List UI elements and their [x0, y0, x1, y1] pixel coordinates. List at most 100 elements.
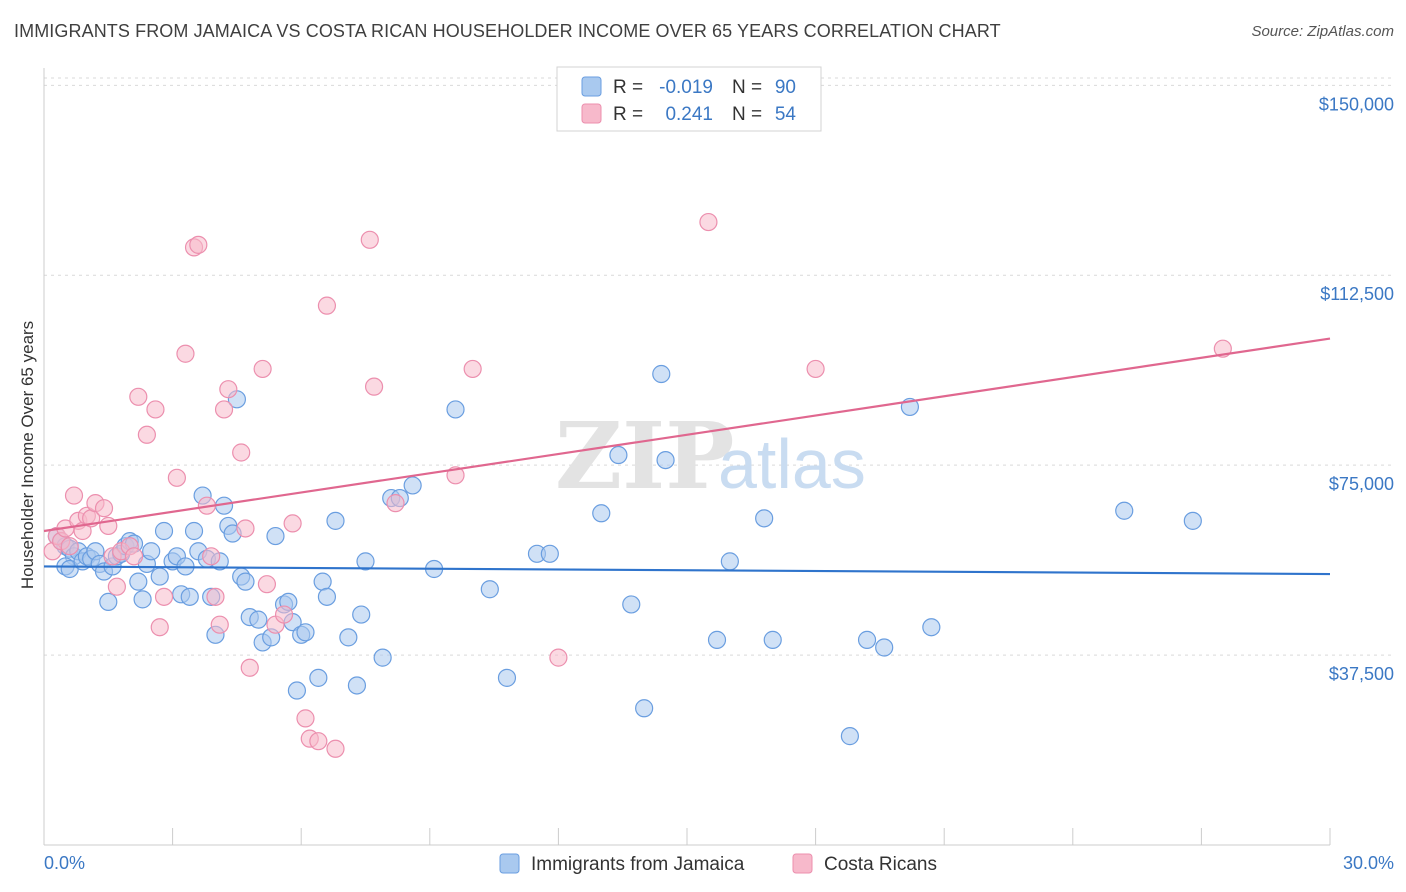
- costa-rica-point: [176, 344, 195, 363]
- legend-n-value: 90: [775, 77, 796, 98]
- jamaica-point: [296, 623, 315, 642]
- legend-n-label: N =: [732, 104, 762, 125]
- jamaica-point: [347, 676, 367, 695]
- costa-rica-point: [64, 486, 84, 505]
- legend-r-label: R =: [613, 77, 643, 98]
- y-axis-label: Householder Income Over 65 years: [18, 321, 37, 589]
- legend-r-value: 0.241: [665, 104, 713, 125]
- costa-rica-point: [124, 547, 144, 566]
- jamaica-point: [326, 511, 345, 530]
- jamaica-point: [150, 567, 169, 586]
- costa-rica-point: [60, 537, 79, 556]
- costa-rica-point: [549, 648, 568, 667]
- costa-rica-point: [386, 494, 405, 513]
- jamaica-point: [840, 727, 859, 746]
- jamaica-point: [755, 509, 774, 528]
- costa-rica-point: [317, 296, 337, 315]
- costa-rica-point: [360, 230, 379, 249]
- costa-rica-point: [240, 658, 259, 677]
- jamaica-point: [1115, 501, 1134, 520]
- legend-r-label: R =: [613, 104, 643, 125]
- jamaica-point: [317, 587, 337, 606]
- jamaica-point: [249, 610, 268, 629]
- jamaica-point: [266, 526, 285, 546]
- axis-layer: $37,500 $75,000 $112,500 $150,000: [43, 68, 1394, 846]
- costa-rica-point: [129, 387, 148, 406]
- costa-rica-point: [189, 235, 208, 254]
- jamaica-point: [875, 638, 894, 657]
- jamaica-point: [129, 572, 148, 591]
- costa-rica-point: [463, 359, 482, 379]
- costa-rica-point: [699, 212, 718, 232]
- jamaica-point: [763, 630, 782, 649]
- jamaica-trend-line: [43, 565, 1331, 576]
- jamaica-point: [99, 592, 118, 612]
- jamaica-point: [720, 552, 739, 571]
- legend-swatch-costa-rica: [581, 103, 602, 124]
- costa-rica-point: [219, 380, 238, 399]
- jamaica-point: [540, 544, 559, 563]
- costa-rica-point: [202, 547, 221, 566]
- jamaica-point: [133, 590, 152, 609]
- jamaica-point: [287, 681, 307, 700]
- legend-n-label: N =: [732, 77, 762, 98]
- costa-rica-point: [154, 587, 174, 606]
- jamaica-point: [707, 630, 727, 649]
- jamaica-point: [857, 630, 877, 649]
- costa-rica-trend-line: [43, 337, 1331, 533]
- jamaica-point: [480, 580, 499, 599]
- costa-rica-point: [146, 400, 165, 419]
- jamaica-point: [656, 450, 675, 470]
- source-label: Source: ZipAtlas.com: [1251, 23, 1394, 40]
- legend-r-value: -0.019: [659, 77, 713, 98]
- jamaica-point: [356, 552, 375, 571]
- jamaica-point: [184, 521, 204, 541]
- jamaica-point: [339, 628, 358, 647]
- costa-rica-point: [94, 499, 114, 518]
- y-tick-label: $75,000: [1329, 474, 1394, 494]
- jamaica-point: [313, 572, 332, 591]
- y-tick-label: $37,500: [1329, 664, 1394, 684]
- costa-rica-point: [107, 577, 126, 596]
- jamaica-point: [622, 595, 641, 614]
- jamaica-point: [236, 572, 255, 591]
- series-legend: Immigrants from Jamaica Costa Ricans: [499, 853, 937, 875]
- costa-rica-point: [283, 514, 302, 533]
- jamaica-point: [1183, 511, 1202, 530]
- costa-rica-point: [364, 377, 384, 396]
- jamaica-point: [922, 618, 941, 637]
- costa-rica-point: [214, 400, 234, 419]
- jamaica-point: [309, 668, 328, 687]
- y-tick-label: $150,000: [1319, 94, 1394, 114]
- jamaica-point: [352, 605, 371, 624]
- jamaica-point: [180, 587, 199, 606]
- bottom-legend-swatch-costa-rica: [792, 853, 813, 874]
- costa-rica-point: [150, 618, 169, 637]
- bottom-legend-label-costa-rica: Costa Ricans: [824, 854, 937, 875]
- jamaica-point: [652, 364, 671, 384]
- legend-n-value: 54: [775, 104, 797, 125]
- costa-rica-point: [326, 739, 345, 758]
- y-tick-label: $112,500: [1320, 284, 1394, 304]
- jamaica-point: [446, 400, 465, 419]
- watermark-zip: ZIP: [555, 402, 734, 510]
- jamaica-point: [635, 699, 654, 718]
- costa-rica-point: [210, 615, 229, 634]
- x-tick-label-max: 30.0%: [1343, 853, 1394, 873]
- jamaica-point: [403, 476, 422, 495]
- correlation-legend: R = -0.019 N = 90 R = 0.241 N = 54: [556, 66, 822, 132]
- jamaica-point: [373, 648, 392, 667]
- costa-rica-point: [236, 519, 255, 538]
- costa-rica-point: [257, 575, 277, 594]
- costa-rica-point: [232, 443, 251, 462]
- chart-title: IMMIGRANTS FROM JAMAICA VS COSTA RICAN H…: [14, 21, 1001, 41]
- watermark: ZIP atlas: [555, 402, 866, 510]
- costa-rica-point: [296, 709, 315, 728]
- legend-swatch-jamaica: [581, 76, 602, 97]
- watermark-atlas: atlas: [718, 425, 866, 503]
- jamaica-point: [497, 668, 517, 687]
- jamaica-point: [142, 542, 161, 561]
- jamaica-point: [592, 504, 611, 523]
- costa-rica-point: [309, 732, 328, 751]
